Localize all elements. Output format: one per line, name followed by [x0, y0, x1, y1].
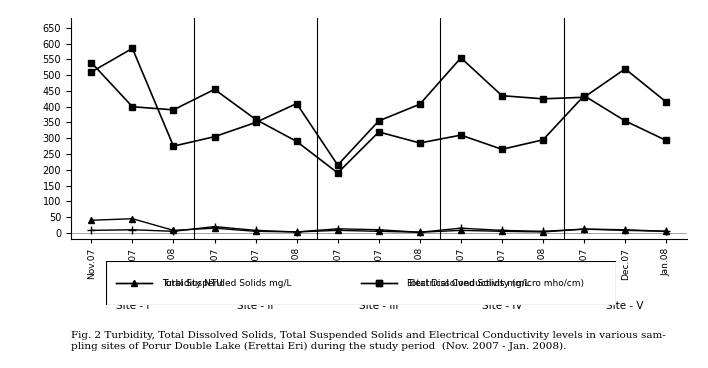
Text: Fig. 2 Turbidity, Total Dissolved Solids, Total Suspended Solids and Electrical : Fig. 2 Turbidity, Total Dissolved Solids…: [71, 331, 666, 351]
Text: Site - IV: Site - IV: [481, 301, 523, 311]
Text: Total Dissolved Solids mg/L: Total Dissolved Solids mg/L: [407, 279, 530, 287]
Text: Total Suspended Solids mg/L: Total Suspended Solids mg/L: [162, 279, 292, 288]
Text: Site - V: Site - V: [607, 301, 644, 311]
Text: Electrical Conductivity (micro mho/cm): Electrical Conductivity (micro mho/cm): [407, 279, 584, 288]
Text: Site - III: Site - III: [359, 301, 399, 311]
Text: Site - I: Site - I: [115, 301, 149, 311]
Text: Turbidity NTU: Turbidity NTU: [162, 279, 223, 287]
Text: Site - II: Site - II: [237, 301, 274, 311]
FancyBboxPatch shape: [106, 261, 616, 305]
